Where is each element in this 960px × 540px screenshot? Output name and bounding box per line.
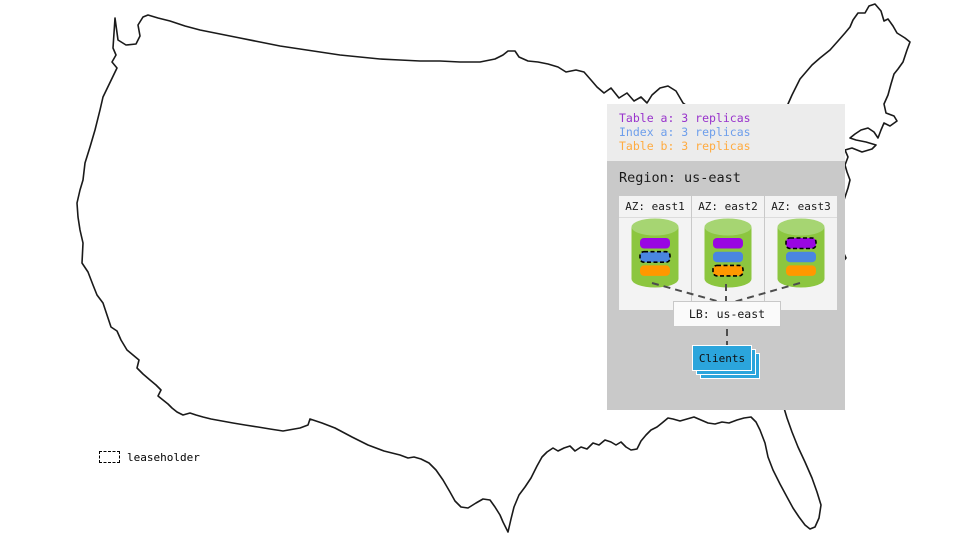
az-row: AZ: east1 AZ: east2 AZ: east3	[619, 196, 837, 310]
replica-table-a	[713, 238, 743, 249]
replica-table-a	[640, 238, 670, 249]
db-cylinder	[631, 218, 679, 288]
replica-table-b	[640, 265, 670, 276]
replica-table-a-leaseholder	[785, 237, 817, 250]
leaseholder-key-swatch	[99, 451, 120, 463]
legend-item: Table a: 3 replicas	[619, 111, 751, 125]
az-label: AZ: east3	[765, 196, 837, 218]
az-label: AZ: east1	[619, 196, 691, 218]
db-cylinder	[704, 218, 752, 288]
az-column-east1: AZ: east1	[619, 196, 691, 310]
load-balancer-box: LB: us-east	[673, 301, 781, 327]
replica-table-b	[786, 265, 816, 276]
clients-label: Clients	[698, 351, 746, 365]
leaseholder-key-label: leaseholder	[127, 451, 200, 464]
legend-item: Index a: 3 replicas	[619, 125, 751, 139]
az-column-east2: AZ: east2	[692, 196, 764, 310]
region-title: Region: us-east	[619, 170, 741, 186]
replica-table-b-leaseholder	[712, 264, 744, 277]
az-column-east3: AZ: east3	[765, 196, 837, 310]
replica-legend: Table a: 3 replicas Index a: 3 replicas Ta…	[607, 104, 845, 161]
replica-index-a	[786, 251, 816, 263]
lb-label: LB: us-east	[688, 307, 766, 321]
az-label: AZ: east2	[692, 196, 764, 218]
us-border-path	[76, 3, 911, 533]
db-cylinder	[777, 218, 825, 288]
legend-item: Table b: 3 replicas	[619, 139, 751, 153]
replica-index-a	[713, 251, 743, 263]
clients-box: Clients	[692, 345, 752, 371]
replica-index-a-leaseholder	[639, 250, 671, 264]
